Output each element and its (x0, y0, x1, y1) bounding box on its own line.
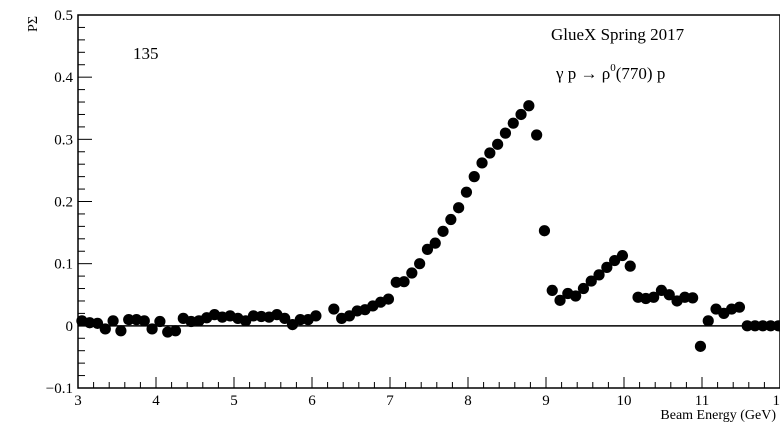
data-point (421, 243, 434, 255)
data-point (531, 129, 543, 141)
x-tick-label: 5 (230, 393, 238, 409)
data-point (624, 260, 636, 272)
data-point (107, 315, 119, 327)
data-point (123, 314, 135, 326)
data-point (154, 315, 166, 328)
data-point (492, 138, 504, 150)
x-tick-label: 6 (308, 393, 316, 409)
data-point (453, 202, 465, 214)
chart-annotation: 135 (133, 44, 159, 63)
data-point (507, 117, 519, 129)
data-point (749, 320, 761, 332)
legend-line-2: γ p → ρ0(770) p (555, 62, 665, 83)
data-point (733, 301, 746, 313)
data-point (499, 127, 512, 139)
data-point (577, 282, 590, 295)
x-tick-label: 12 (773, 393, 780, 409)
data-point (468, 171, 480, 183)
y-tick-label: 0.4 (54, 70, 73, 86)
data-point (294, 314, 306, 326)
data-point (437, 225, 449, 237)
data-point (414, 258, 426, 270)
legend-reaction-start: γ p → ρ (555, 64, 610, 83)
data-point (585, 275, 597, 287)
data-point (554, 294, 566, 306)
data-point (484, 147, 496, 159)
data-point (310, 310, 322, 322)
data-point (146, 323, 158, 335)
data-point (702, 315, 714, 327)
data-point (460, 186, 473, 198)
data-point (570, 290, 582, 302)
x-axis-label: Beam Energy (GeV) (660, 408, 776, 423)
data-point (476, 157, 488, 169)
y-tick-label: 0.1 (54, 257, 73, 273)
y-tick-label: 0.2 (54, 195, 73, 211)
y-tick-label: 0 (66, 319, 74, 335)
plot-frame (77, 14, 780, 389)
y-tick-label: 0.5 (54, 8, 73, 24)
data-point (616, 249, 629, 262)
data-point (765, 320, 777, 332)
data-point (663, 289, 675, 301)
y-axis-label: PΣ (26, 16, 41, 32)
data-point (406, 267, 418, 279)
data-point (279, 312, 291, 324)
data-point (515, 108, 527, 121)
data-point (593, 269, 605, 281)
x-axis-ticks: 3 4 5 6 7 8 9 10 11 12 (74, 377, 780, 409)
data-point (523, 100, 535, 112)
data-point (398, 276, 410, 288)
data-point (115, 325, 127, 337)
data-point (741, 320, 753, 332)
y-tick-label: 0.3 (54, 132, 73, 148)
data-points (76, 100, 780, 352)
x-tick-label: 4 (152, 393, 160, 409)
data-point (546, 284, 558, 296)
data-point (601, 261, 613, 273)
plot-border (77, 14, 780, 389)
data-point (687, 292, 699, 304)
data-point (772, 320, 780, 332)
y-axis-ticks: −0.1 0 0.1 0.2 0.3 0.4 0.5 (46, 8, 92, 397)
data-point (169, 325, 182, 337)
data-point (694, 340, 707, 352)
legend-reaction-end: (770) p (616, 64, 666, 83)
x-tick-label: 3 (74, 393, 82, 409)
x-tick-label: 8 (464, 393, 472, 409)
data-point (648, 291, 660, 303)
data-point (91, 317, 104, 329)
data-point (138, 315, 150, 327)
x-tick-label: 11 (695, 393, 709, 409)
data-point (382, 293, 395, 305)
data-point (757, 320, 769, 332)
x-tick-label: 7 (386, 393, 394, 409)
legend-superscript: 0 (610, 62, 616, 74)
x-tick-label: 10 (617, 393, 632, 409)
data-point (445, 213, 457, 226)
x-tick-label: 9 (542, 393, 550, 409)
data-point (99, 323, 111, 335)
data-point (538, 225, 551, 237)
data-point (328, 303, 340, 315)
legend-line-1: GlueX Spring 2017 (551, 25, 685, 44)
y-tick-label: −0.1 (46, 381, 73, 397)
data-point (429, 237, 441, 249)
